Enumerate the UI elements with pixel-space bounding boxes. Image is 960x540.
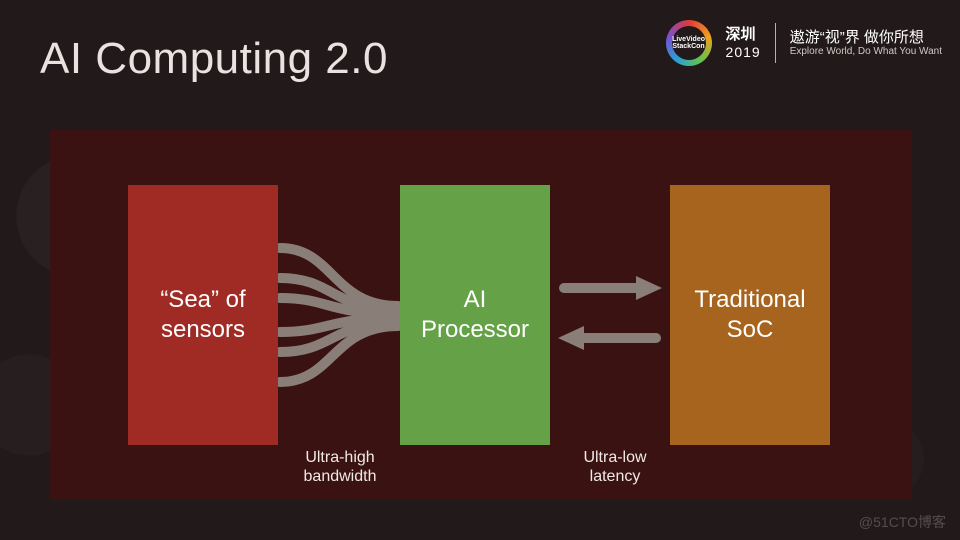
event-city-year: 深圳 2019 <box>726 26 761 59</box>
event-slogan: 遨游“视”界 做你所想 Explore World, Do What You W… <box>790 29 942 58</box>
diagram-panel: “Sea” ofsensors AIProcessor TraditionalS… <box>50 130 912 500</box>
box-ai-processor: AIProcessor <box>400 185 550 445</box>
event-year: 2019 <box>726 44 761 60</box>
event-slogan-en: Explore World, Do What You Want <box>790 46 942 58</box>
caption-latency: Ultra-lowlatency <box>555 448 675 486</box>
header-logo-cluster: LiveVideoStackCon 深圳 2019 遨游“视”界 做你所想 Ex… <box>666 20 942 66</box>
event-slogan-cn: 遨游“视”界 做你所想 <box>790 29 942 46</box>
bidirectional-arrows-icon <box>554 268 666 358</box>
event-logo-text: LiveVideoStackCon <box>672 36 705 51</box>
watermark: @51CTO博客 <box>859 512 946 532</box>
box-sensors: “Sea” ofsensors <box>128 185 278 445</box>
header-divider <box>775 23 776 63</box>
page-title: AI Computing 2.0 <box>40 34 388 84</box>
sensor-flow-lines-icon <box>278 240 400 390</box>
event-city: 深圳 <box>726 26 761 43</box>
caption-bandwidth: Ultra-highbandwidth <box>280 448 400 486</box>
event-logo: LiveVideoStackCon <box>666 20 712 66</box>
box-traditional-soc: TraditionalSoC <box>670 185 830 445</box>
